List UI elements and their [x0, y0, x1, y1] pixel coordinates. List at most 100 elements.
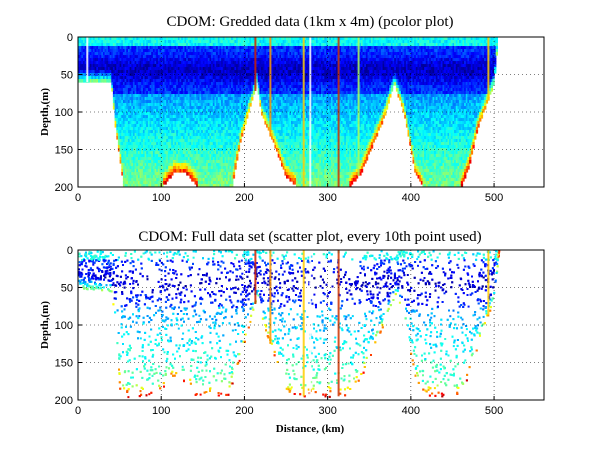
heatmap-cell — [129, 151, 132, 155]
heatmap-cell — [286, 55, 289, 59]
heatmap-cell — [286, 61, 289, 65]
heatmap-cell — [132, 76, 136, 80]
heatmap-cell — [186, 94, 189, 98]
heatmap-cell — [214, 61, 217, 65]
heatmap-cell — [112, 52, 116, 56]
heatmap-cell — [261, 55, 264, 59]
heatmap-cell — [162, 118, 166, 122]
heatmap-cell — [121, 88, 124, 92]
heatmap-cell — [126, 178, 129, 182]
heatmap-cell — [286, 52, 289, 56]
heatmap-cell — [206, 55, 209, 59]
heatmap-cell — [127, 55, 131, 59]
heatmap-cell — [144, 109, 147, 113]
heatmap-cell — [146, 37, 149, 41]
heatmap-cell — [91, 70, 94, 74]
heatmap-cell — [209, 70, 212, 74]
heatmap-cell — [119, 52, 122, 56]
heatmap-cell — [239, 46, 242, 50]
heatmap-cell — [179, 139, 182, 143]
heatmap-cell — [262, 106, 265, 110]
heatmap-cell — [172, 115, 176, 119]
heatmap-cell — [131, 169, 134, 173]
heatmap-cell — [192, 136, 196, 140]
heatmap-cell — [232, 85, 236, 89]
heatmap-cell — [157, 55, 161, 59]
heatmap-cell — [181, 82, 184, 86]
heatmap-cell — [124, 178, 127, 182]
heatmap-cell — [222, 82, 226, 86]
heatmap-cell — [194, 163, 197, 167]
heatmap-cell — [114, 49, 117, 53]
heatmap-cell — [151, 106, 154, 110]
heatmap-cell — [234, 163, 237, 167]
heatmap-cell — [144, 85, 147, 89]
heatmap-cell — [122, 103, 126, 107]
heatmap-cell — [88, 58, 91, 62]
heatmap-cell — [226, 67, 229, 71]
heatmap-cell — [211, 145, 214, 149]
heatmap-cell — [227, 136, 231, 140]
heatmap-cell — [196, 139, 199, 143]
heatmap-cell — [147, 148, 151, 152]
heatmap-cell — [134, 169, 137, 173]
heatmap-cell — [117, 82, 121, 86]
heatmap-cell — [129, 73, 132, 77]
heatmap-cell — [151, 67, 154, 71]
heatmap-cell — [174, 106, 177, 110]
heatmap-cell — [121, 55, 124, 59]
heatmap-cell — [196, 121, 199, 125]
heatmap-cell — [149, 85, 152, 89]
heatmap-cell — [88, 40, 91, 44]
heatmap-cell — [256, 49, 259, 53]
heatmap-cell — [114, 91, 117, 95]
heatmap-cell — [179, 88, 182, 92]
heatmap-cell — [154, 121, 157, 125]
heatmap-cell — [277, 133, 280, 137]
heatmap-cell — [161, 124, 164, 128]
heatmap-cell — [149, 73, 152, 77]
heatmap-cell — [181, 166, 184, 170]
heatmap-cell — [222, 109, 226, 113]
heatmap-cell — [226, 64, 229, 68]
heatmap-cell — [224, 178, 227, 182]
heatmap-cell — [289, 103, 292, 107]
heatmap-cell — [94, 64, 97, 68]
heatmap-cell — [257, 70, 260, 74]
heatmap-cell — [287, 40, 290, 44]
heatmap-cell — [151, 73, 154, 77]
heatmap-cell — [282, 73, 285, 77]
heatmap-cell — [209, 61, 212, 65]
heatmap-cell — [219, 103, 222, 107]
heatmap-cell — [186, 88, 189, 92]
heatmap-cell — [272, 82, 275, 86]
heatmap-cell — [282, 139, 285, 143]
heatmap-cell — [154, 46, 157, 50]
heatmap-cell — [244, 46, 247, 50]
heatmap-cell — [112, 106, 116, 110]
heatmap-cell — [279, 115, 282, 119]
heatmap-cell — [172, 79, 176, 83]
heatmap-cell — [264, 91, 267, 95]
heatmap-cell — [171, 61, 174, 65]
heatmap-cell — [127, 157, 131, 161]
heatmap-cell — [114, 118, 117, 122]
heatmap-cell — [151, 133, 154, 137]
heatmap-cell — [151, 37, 154, 41]
heatmap-cell — [217, 145, 221, 149]
heatmap-cell — [244, 43, 247, 47]
heatmap-cell — [137, 112, 141, 116]
heatmap-cell — [187, 46, 191, 50]
heatmap-cell — [116, 52, 119, 56]
heatmap-cell — [272, 46, 275, 50]
heatmap-cell — [142, 73, 146, 77]
heatmap-cell — [171, 70, 174, 74]
heatmap-cell — [232, 112, 236, 116]
heatmap-cell — [162, 73, 166, 77]
heatmap-cell — [236, 61, 239, 65]
heatmap-cell — [126, 76, 129, 80]
heatmap-cell — [187, 106, 191, 110]
heatmap-cell — [139, 82, 142, 86]
heatmap-cell — [177, 97, 181, 101]
heatmap-cell — [256, 70, 259, 74]
